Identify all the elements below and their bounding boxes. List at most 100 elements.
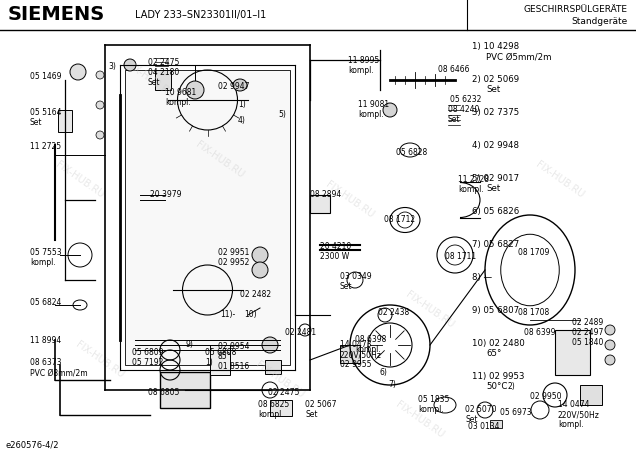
Text: 11 9081: 11 9081 [358,100,389,109]
Bar [58,110,72,132]
Circle shape [186,81,204,99]
Text: 5) 02 9017: 5) 02 9017 [472,174,519,183]
Text: 10) 02 2480: 10) 02 2480 [472,339,525,348]
Text: 3): 3) [108,62,116,71]
Text: GESCHIRRSPÜLGERÄTE: GESCHIRRSPÜLGERÄTE [524,5,628,14]
Circle shape [605,325,615,335]
Text: 11 8994: 11 8994 [30,336,61,345]
Text: 08 1708: 08 1708 [518,308,550,317]
Text: FIX-HUB.RU: FIX-HUB.RU [54,160,106,200]
Text: 11)-: 11)- [220,310,235,319]
Text: 9): 9) [185,340,193,349]
Text: 05 6232: 05 6232 [450,95,481,104]
Text: 02 2482: 02 2482 [240,290,271,299]
Text: 20 4210: 20 4210 [320,242,351,251]
Text: Set: Set [465,415,478,424]
Text: 03 0134: 03 0134 [468,422,499,431]
Text: 220V/50Hz: 220V/50Hz [558,410,600,419]
Text: 02 9951: 02 9951 [218,248,249,257]
Text: 08 6398: 08 6398 [355,335,387,344]
Text: LADY 233–SN23301II/01–I1: LADY 233–SN23301II/01–I1 [135,10,266,20]
Bar [490,420,502,428]
Text: 08 6399: 08 6399 [524,328,555,337]
Circle shape [96,131,104,139]
Text: kompl.: kompl. [348,66,374,75]
Bar [340,345,360,363]
Text: 2): 2) [508,382,516,391]
Circle shape [605,355,615,365]
Text: 65°: 65° [486,349,501,358]
Text: 3) 02 7375: 3) 02 7375 [472,108,519,117]
Text: Set: Set [148,78,160,87]
Text: 05 6824: 05 6824 [30,298,62,307]
Circle shape [96,71,104,79]
Text: 02 9954: 02 9954 [218,342,249,351]
Text: Set: Set [486,184,501,193]
Text: 05 6973: 05 6973 [500,408,532,417]
Bar [155,70,171,90]
Text: 08 6805: 08 6805 [148,388,179,397]
Text: 01 8516: 01 8516 [218,362,249,371]
Text: 05 7553: 05 7553 [30,248,62,257]
Text: 08 6373: 08 6373 [30,358,62,367]
Ellipse shape [233,79,247,91]
Text: 6) 05 6826: 6) 05 6826 [472,207,519,216]
Text: 02 5067: 02 5067 [305,400,336,409]
Circle shape [96,101,104,109]
Text: 14 0473: 14 0473 [340,340,371,349]
Circle shape [605,340,615,350]
Text: FIX-HUB.RU: FIX-HUB.RU [394,400,446,440]
Bar [580,385,602,405]
Text: 2300 W: 2300 W [320,252,349,261]
Text: 11 8995: 11 8995 [348,56,379,65]
Text: 08 4240: 08 4240 [448,105,480,114]
Text: 4): 4) [238,116,246,125]
Text: 05 7192: 05 7192 [132,358,163,367]
Text: FIX-HUB.RU: FIX-HUB.RU [194,140,246,180]
Circle shape [262,337,278,353]
Text: FIX-HUB.RU: FIX-HUB.RU [324,180,376,220]
Text: Set: Set [340,282,352,291]
Text: Standgeräte: Standgeräte [572,18,628,27]
Text: 02 2475: 02 2475 [268,388,300,397]
Text: SIEMENS: SIEMENS [8,5,105,24]
Circle shape [70,64,86,80]
Text: 7) 05 6827: 7) 05 6827 [472,240,519,249]
Text: kompl.: kompl. [358,110,384,119]
Text: 08 2894: 08 2894 [310,190,342,199]
Text: kompl.: kompl. [558,420,584,429]
Text: kompl.: kompl. [355,345,381,354]
Text: 7): 7) [388,380,396,389]
Bar [310,195,330,213]
Text: 02 2475: 02 2475 [148,58,179,67]
Circle shape [383,103,397,117]
Text: 05 5164: 05 5164 [30,108,62,117]
Text: kompl.: kompl. [165,98,191,107]
Text: 1): 1) [205,358,213,367]
Text: Set: Set [305,410,317,419]
Text: 1) 10 4298: 1) 10 4298 [472,42,519,51]
Circle shape [124,59,136,71]
Text: 08 1711: 08 1711 [445,252,476,261]
Text: kompl.: kompl. [418,405,444,414]
Bar [270,400,292,416]
Text: 10): 10) [244,310,256,319]
Text: 02 2489: 02 2489 [572,318,604,327]
Text: 2) 02 5069: 2) 02 5069 [472,75,519,84]
Text: 6): 6) [380,368,388,377]
Bar [125,70,290,365]
Text: 11 2728: 11 2728 [458,175,489,184]
Text: FIX-HUB.RU: FIX-HUB.RU [74,340,126,380]
Text: 8) —: 8) — [472,273,492,282]
Bar [160,372,210,408]
Text: 9) 05 6807: 9) 05 6807 [472,306,519,315]
Text: PVC Ø8mm/2m: PVC Ø8mm/2m [30,368,88,377]
Text: 02 2497: 02 2497 [572,328,604,337]
Text: 02 9950: 02 9950 [530,392,562,401]
Text: 50°C: 50°C [486,382,508,391]
Text: 05 6828: 05 6828 [396,148,427,157]
Text: 02 2481: 02 2481 [285,328,316,337]
Text: 05 1469: 05 1469 [30,72,62,81]
Text: kompl.: kompl. [30,258,56,267]
Text: 5): 5) [278,110,286,119]
